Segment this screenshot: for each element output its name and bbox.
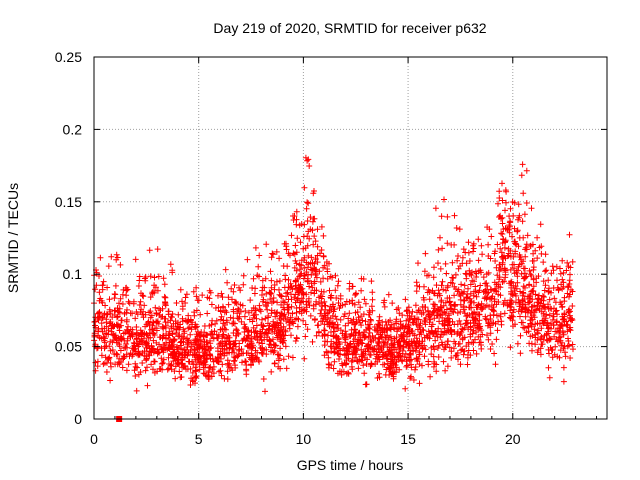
data-points xyxy=(91,154,576,395)
y-tick-label: 0 xyxy=(74,411,82,427)
x-axis-label: GPS time / hours xyxy=(297,457,404,473)
chart-title: Day 219 of 2020, SRMTID for receiver p63… xyxy=(213,20,486,36)
y-tick-label: 0.15 xyxy=(55,194,82,210)
axis-ticks xyxy=(93,56,607,420)
series-points xyxy=(91,154,576,395)
x-tick-label: 20 xyxy=(505,431,521,447)
y-tick-label: 0.1 xyxy=(63,266,83,282)
x-tick-label: 15 xyxy=(400,431,416,447)
grid xyxy=(94,57,607,419)
x-tick-label: 0 xyxy=(90,431,98,447)
y-tick-label: 0.25 xyxy=(55,49,82,65)
x-tick-label: 10 xyxy=(296,431,312,447)
plot-frame xyxy=(93,56,608,420)
tick-labels: 0 5 10 15 20 0 0.05 0.1 0.15 0.2 0.25 xyxy=(55,49,521,447)
y-tick-label: 0.05 xyxy=(55,339,82,355)
y-tick-label: 0.2 xyxy=(63,121,83,137)
y-axis-label: SRMTID / TECUs xyxy=(5,183,21,293)
x-tick-label: 5 xyxy=(195,431,203,447)
